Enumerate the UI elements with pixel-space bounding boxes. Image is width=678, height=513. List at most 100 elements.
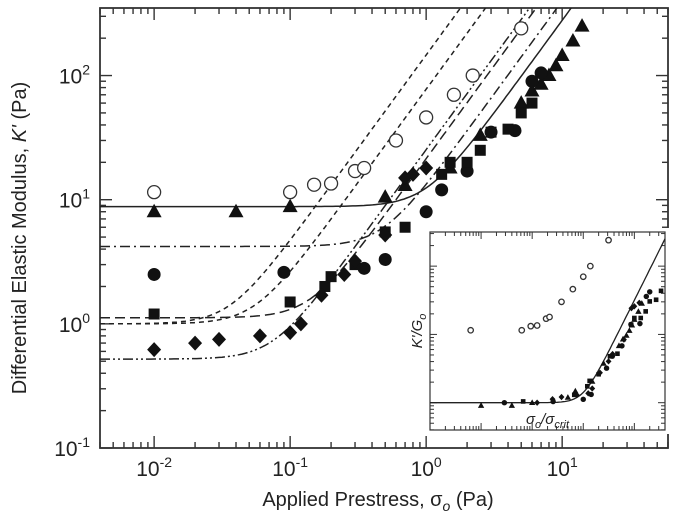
diamond-point (620, 336, 627, 343)
open-circle-point (569, 285, 577, 293)
fit-line-shortdash (100, 8, 462, 325)
square-point (653, 297, 659, 303)
open-circle-point (518, 326, 526, 334)
open-circle-point (306, 177, 322, 192)
triangle-point (477, 402, 485, 408)
triangle-point (529, 399, 536, 405)
square-point (444, 156, 456, 168)
diamond-point (558, 393, 565, 401)
square-point (632, 315, 637, 321)
open-circle-point (467, 326, 475, 334)
square-point (647, 299, 653, 304)
diamond-point (188, 335, 203, 351)
filled-circle-point (637, 320, 643, 327)
diamond-point (212, 331, 227, 347)
filled-circle-point (277, 265, 291, 279)
square-point (526, 97, 538, 109)
diamond-point (585, 390, 592, 397)
diamond-point (589, 385, 596, 392)
square-point (607, 353, 613, 359)
triangle-point (524, 83, 540, 97)
fit-line-dashdotdot (100, 8, 531, 360)
filled-circle-point (619, 343, 625, 349)
triangle-point (508, 402, 515, 408)
diamond-point (573, 391, 580, 399)
square-point (325, 271, 337, 283)
filled-circle-point (147, 267, 161, 281)
filled-circle-point (460, 164, 474, 178)
diamond-point (337, 266, 352, 282)
triangle-point (533, 76, 549, 90)
data-points (146, 18, 590, 358)
triangle-point (513, 95, 529, 109)
triangle-point (548, 57, 564, 72)
open-circle-point (465, 68, 480, 83)
square-point (474, 144, 486, 156)
filled-circle-point (419, 205, 433, 219)
filled-circle-point (357, 261, 371, 275)
y-tick-label: 10-1 (54, 434, 90, 461)
open-circle-point (533, 322, 541, 329)
open-circle-point (546, 313, 553, 321)
open-circle-point (558, 298, 565, 306)
diamond-point (293, 316, 308, 332)
triangle-point (228, 203, 244, 218)
square-point (319, 280, 331, 292)
triangle-point (554, 47, 570, 62)
square-point (436, 168, 448, 180)
diamond-point (605, 358, 612, 365)
diamond-point (628, 305, 635, 312)
filled-circle-point (580, 396, 586, 403)
triangle-point (282, 198, 298, 213)
square-point (658, 288, 664, 294)
square-point (615, 351, 620, 357)
y-axis-title: Differential Elastic Modulus, K' (Pa) (9, 82, 31, 394)
diamond-point (609, 350, 616, 358)
square-point (502, 123, 514, 135)
diamond-point (283, 325, 298, 341)
triangle-point (377, 189, 393, 203)
triangle-point (626, 327, 633, 333)
open-circle-point (527, 322, 535, 330)
triangle-point (574, 18, 590, 32)
square-point (284, 296, 296, 308)
square-point (461, 156, 473, 168)
filled-circle-point (646, 289, 653, 295)
diamond-point (419, 160, 434, 176)
filled-circle-point (643, 293, 650, 300)
diamond-point (597, 369, 603, 376)
square-point (148, 308, 160, 320)
x-axis-title: Applied Prestress, σo (Pa) (262, 489, 493, 513)
triangle-point (146, 203, 162, 218)
triangle-point (600, 360, 607, 366)
open-circle-point (605, 236, 612, 244)
square-point (399, 221, 411, 233)
filled-circle-point (378, 252, 392, 266)
fit-line-shortdash (100, 8, 487, 325)
triangle-point (635, 308, 642, 314)
fit-line-longdash (100, 8, 538, 319)
triangle-point (565, 32, 581, 47)
open-circle-point (323, 176, 339, 191)
diamond-point (348, 253, 363, 269)
open-circle-point (282, 185, 298, 200)
open-circle-point (356, 160, 372, 176)
diamond-point (314, 287, 329, 303)
diamond-point (549, 395, 556, 403)
square-point (628, 322, 634, 327)
filled-circle-point (603, 365, 610, 371)
square-point (485, 126, 497, 138)
diamond-point (405, 166, 420, 182)
open-circle-point (388, 133, 404, 148)
diamond-point (636, 299, 643, 306)
filled-circle-point (435, 183, 449, 197)
filled-circle-point (501, 399, 508, 406)
triangle-point (472, 127, 488, 141)
open-circle-point (579, 273, 587, 281)
diamond-point (147, 342, 162, 358)
triangle-point (572, 387, 579, 394)
diamond-point (534, 399, 541, 406)
